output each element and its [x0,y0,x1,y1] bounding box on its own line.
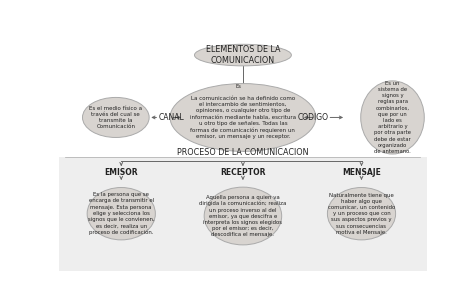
Text: ELEMENTOS DE LA
COMUNICACION: ELEMENTOS DE LA COMUNICACION [206,45,280,65]
Ellipse shape [87,188,155,240]
Ellipse shape [361,81,424,154]
Ellipse shape [204,187,282,245]
Ellipse shape [170,84,316,151]
Ellipse shape [82,97,149,138]
Text: CANAL: CANAL [159,113,184,122]
FancyBboxPatch shape [59,157,427,271]
Ellipse shape [194,44,292,66]
Text: PROCESO DE LA COMUNICACION: PROCESO DE LA COMUNICACION [177,148,309,156]
Text: La comunicación se ha definido como
el intercambio de sentimientos,
opiniones, o: La comunicación se ha definido como el i… [190,96,296,139]
Text: Aquella persona a quien va
dirigida la comunicación; realiza
un proceso inverso : Aquella persona a quien va dirigida la c… [199,195,287,237]
Text: CODIGO: CODIGO [298,113,329,122]
Text: RECEPTOR: RECEPTOR [220,168,265,177]
Ellipse shape [328,188,396,240]
Text: MENSAJE: MENSAJE [342,168,381,177]
Text: Es un
sistema de
signos y
reglas para
combinarlos,
que por un
lado es
arbitrario: Es un sistema de signos y reglas para co… [374,81,411,154]
Text: Es el medio físico a
través del cual se
transmite la
Comunicación: Es el medio físico a través del cual se … [89,106,142,129]
Text: Es la persona que se
encarga de transmitir el
mensaje. Esta persona
elige y sele: Es la persona que se encarga de transmit… [88,192,155,235]
Text: Naturalmente tiene que
haber algo que
comunicar, un contenido
y un proceso que c: Naturalmente tiene que haber algo que co… [328,192,395,235]
Text: EMISOR: EMISOR [104,168,138,177]
Text: Es: Es [235,84,241,89]
